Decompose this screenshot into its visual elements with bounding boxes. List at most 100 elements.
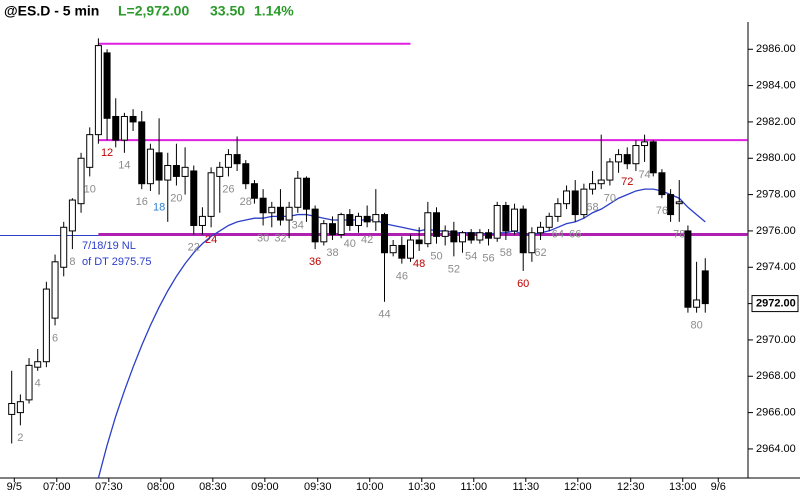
bar-number: 20: [170, 192, 182, 204]
candle-body: [493, 204, 501, 239]
candle-body: [86, 134, 94, 168]
candle-body: [554, 203, 562, 217]
bar-number: 38: [326, 247, 338, 259]
bar-number: 10: [84, 183, 96, 195]
x-tick-label: 07:30: [95, 481, 123, 493]
candle-body: [346, 214, 354, 226]
y-tick-label: 2964.00: [756, 443, 796, 455]
candle-body: [276, 206, 284, 221]
candle-body: [354, 215, 362, 226]
bar-number: 46: [396, 271, 408, 283]
candle-body: [103, 52, 111, 119]
bar-number: 80: [690, 320, 702, 332]
candle-body: [580, 188, 588, 216]
candle-body: [34, 361, 42, 368]
candle-body: [693, 299, 701, 308]
bar-number: 2: [17, 432, 23, 444]
change: 33.50: [210, 3, 245, 19]
bar-number: 30: [257, 232, 269, 244]
candle-body: [415, 239, 423, 245]
x-tick-label: 09:00: [251, 481, 279, 493]
bar-number: 78: [673, 229, 685, 241]
x-tick-label: 10:30: [408, 481, 436, 493]
candle-body: [389, 244, 397, 254]
candle-body: [224, 154, 232, 168]
candle-body: [606, 161, 614, 181]
y-tick-label: 2980.00: [756, 152, 796, 164]
x-tick-label: 07:00: [43, 481, 71, 493]
bar-number: 22: [188, 241, 200, 253]
candle-body: [190, 170, 198, 226]
candle-body: [632, 145, 640, 165]
bar-number: 28: [240, 196, 252, 208]
bar-number: 40: [344, 238, 356, 250]
bar-number: 14: [118, 160, 130, 172]
candle-body: [328, 223, 336, 236]
candle-body: [675, 201, 683, 205]
bar-number: 8: [69, 256, 75, 268]
bar-number: 74: [638, 169, 650, 181]
bar-number: 72: [621, 176, 633, 188]
candle-body: [94, 45, 102, 136]
candle-body: [372, 214, 380, 223]
candle-body: [658, 172, 666, 196]
x-tick-label: 11:30: [512, 481, 539, 493]
candle-body: [537, 226, 545, 234]
candle-body: [294, 177, 302, 208]
y-tick-label: 2982.00: [756, 116, 796, 128]
candle-body: [112, 115, 120, 141]
x-tick-label: 09:30: [304, 481, 332, 493]
symbol: @ES.D - 5 min: [4, 3, 99, 19]
y-tick-label: 2976.00: [756, 225, 796, 237]
last-price-label: 2972.00: [756, 297, 796, 309]
candle-body: [528, 232, 536, 254]
bar-number: 58: [500, 247, 512, 259]
candle-body: [51, 261, 59, 319]
x-tick-label: 13:00: [669, 481, 697, 493]
change-pct: 1.14%: [254, 3, 294, 19]
candle-body: [216, 166, 224, 177]
candle-body: [476, 232, 484, 241]
x-tick-label: 12:30: [617, 481, 645, 493]
x-tick-label: 10:00: [356, 481, 384, 493]
bar-number: 62: [534, 247, 546, 259]
candle-body: [16, 401, 24, 414]
plot-area: [0, 38, 748, 478]
bar-number: 56: [482, 252, 494, 264]
candle-body: [311, 208, 319, 243]
bar-number: 26: [222, 183, 234, 195]
bar-number: 66: [569, 229, 581, 241]
y-tick-label: 2984.00: [756, 79, 796, 91]
candle-body: [380, 214, 388, 254]
candle-body: [615, 154, 623, 163]
candle-body: [485, 232, 493, 239]
candle-body: [68, 199, 76, 232]
y-tick-label: 2978.00: [756, 188, 796, 200]
candle-body: [268, 206, 276, 214]
candle-body: [129, 115, 137, 123]
candle-body: [172, 165, 180, 177]
candle-body: [181, 166, 189, 177]
candle-body: [450, 230, 458, 243]
candle-body: [242, 163, 250, 185]
candle-body: [120, 115, 128, 141]
candle-body: [441, 230, 449, 237]
bar-number: 44: [378, 309, 390, 321]
candle-body: [424, 212, 432, 245]
candle-body: [502, 204, 510, 232]
bar-number: 32: [274, 232, 286, 244]
candle-body: [641, 141, 649, 147]
candle-body: [60, 226, 68, 268]
candle-body: [519, 208, 527, 254]
candle-body: [511, 208, 519, 232]
candle-body: [302, 177, 310, 210]
candle-body: [684, 230, 692, 308]
bar-number: 12: [101, 147, 113, 159]
bar-number: 50: [430, 251, 442, 263]
candle-body: [649, 141, 657, 174]
bar-number: 24: [205, 234, 217, 246]
candle-body: [701, 270, 709, 305]
annotation: 7/18/19 NL: [82, 240, 136, 252]
candle-body: [545, 215, 553, 228]
